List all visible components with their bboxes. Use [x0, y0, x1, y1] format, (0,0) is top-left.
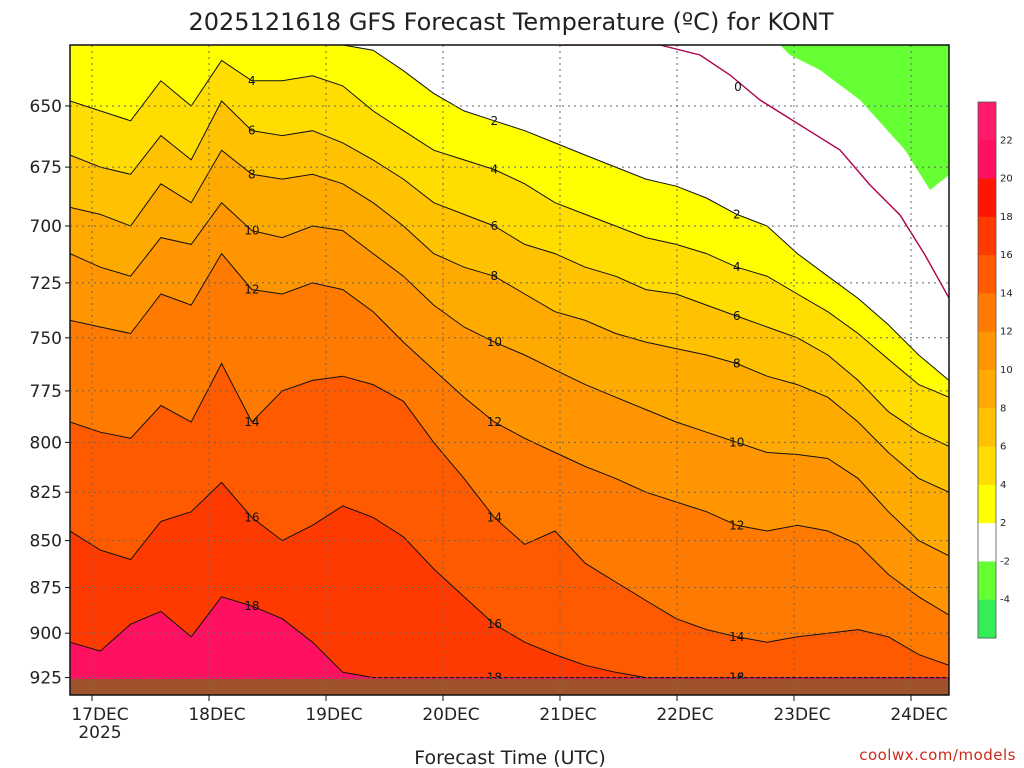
x-tick-label: 17DEC: [71, 705, 128, 725]
colorbar-swatch: [978, 370, 996, 409]
axes: 650 675 700 725 750 775 800 825 850 875 900 925 17DE…: [30, 44, 950, 743]
y-tick-label: 700: [30, 217, 62, 237]
y-tick-label: 850: [30, 532, 62, 552]
y-tick-label: 875: [30, 579, 62, 599]
isotherm-label: 2: [491, 114, 499, 128]
colorbar-label: 10: [1000, 365, 1013, 376]
ground-strip: [70, 679, 949, 695]
colorbar-label: 14: [1000, 288, 1013, 299]
colorbar-swatch: [978, 523, 996, 562]
isotherm-12: [70, 252, 949, 616]
colorbar-swatch: [978, 561, 996, 601]
y-tick-label: 675: [30, 158, 62, 178]
isotherm-label: 8: [733, 357, 741, 371]
isotherm-6: [70, 100, 949, 447]
isotherm-label: 10: [487, 335, 502, 349]
isotherm-label: 4: [491, 162, 499, 176]
colorbar-swatch: [978, 484, 996, 524]
isotherm-label: 14: [487, 511, 502, 525]
isotherm-8: [70, 149, 949, 493]
isotherm-label: 18: [244, 599, 259, 613]
isotherm-4: [70, 59, 949, 398]
plot-frame: [69, 44, 950, 696]
y-tick-label: 725: [30, 274, 62, 294]
isotherm-label: 16: [487, 617, 502, 631]
colorbar-swatch: [978, 331, 996, 371]
x-tick-label: 21DEC: [539, 705, 596, 725]
x-tick-label: 20DEC: [422, 705, 479, 725]
colorbar-label: 18: [1000, 212, 1013, 223]
colorbar-label: 20: [1000, 174, 1013, 185]
band-fill-2: [70, 45, 949, 381]
isotherm-label: 6: [248, 124, 256, 138]
isotherm-label: 14: [729, 630, 744, 644]
isotherm-14: [70, 362, 949, 666]
isotherm-label: 12: [729, 518, 744, 532]
isotherm-2: [70, 45, 949, 381]
y-tick-label: 900: [30, 624, 62, 644]
y-tick-label: 800: [30, 433, 62, 453]
colorbar-label: 8: [1000, 403, 1006, 414]
isotherm-label: 0: [734, 80, 742, 94]
colorbar-label: -2: [1000, 556, 1010, 567]
colorbar-swatch: [978, 178, 996, 218]
colorbar-label: 2: [1000, 518, 1006, 529]
x-tick-label: 18DEC: [188, 705, 245, 725]
y-tick-label: 825: [30, 483, 62, 503]
isotherm-label: 8: [248, 167, 256, 181]
y-tick-label: 775: [30, 382, 62, 402]
x-tick-label: 24DEC: [890, 705, 947, 725]
x-axis-label: Forecast Time (UTC): [414, 747, 605, 768]
isotherm-label: 4: [248, 74, 256, 88]
isotherm-label: 12: [244, 283, 259, 297]
x-year-label: 2025: [78, 723, 121, 743]
isotherm-label: 2: [733, 207, 741, 221]
y-tick-label: 750: [30, 329, 62, 349]
isotherm-label: 14: [244, 415, 259, 429]
colorbar-label: 6: [1000, 442, 1006, 453]
colorbar-swatch: [978, 446, 996, 486]
colorbar-swatch: [978, 408, 996, 448]
isotherm-0: [560, 45, 949, 299]
colorbar-swatch: [978, 293, 996, 333]
isotherm-label: 12: [487, 415, 502, 429]
contour-fill-group: 1818181616161414141212121010108886664442…: [70, 45, 949, 695]
isotherm-label: 6: [733, 309, 741, 323]
colorbar-label: 16: [1000, 250, 1013, 261]
x-tick-label: 23DEC: [773, 705, 830, 725]
chart-title: 2025121618 GFS Forecast Temperature (ºC)…: [189, 8, 834, 36]
y-tick-label: 650: [30, 97, 62, 117]
plot-area: 1818181616161414141212121010108886664442…: [70, 45, 949, 695]
credit-text: coolwx.com/models: [859, 746, 1016, 764]
isotherm-label: 6: [491, 219, 499, 233]
colorbar-label: 22: [1000, 135, 1013, 146]
x-tick-label: 19DEC: [305, 705, 362, 725]
isotherm-label: 8: [491, 269, 499, 283]
colorbar-swatch: [978, 255, 996, 294]
isotherm-10: [70, 201, 949, 557]
isotherm-label: 16: [244, 511, 259, 525]
x-tick-label: 22DEC: [656, 705, 713, 725]
y-tick-label: 925: [30, 669, 62, 689]
colorbar-label: -4: [1000, 595, 1010, 606]
colorbar-frame: [977, 101, 997, 639]
colorbar-swatch: [978, 599, 996, 639]
isotherm-label: 10: [244, 224, 259, 238]
colorbar: 22 20 18 16 14 12 10 8 6 4 2 -2 -4: [977, 101, 1013, 639]
band-fill-cold: [780, 45, 949, 190]
colorbar-swatch: [978, 216, 996, 256]
colorbar-label: 4: [1000, 480, 1006, 491]
colorbar-swatch: [978, 140, 996, 180]
colorbar-swatch: [978, 102, 996, 141]
isotherm-label: 4: [733, 260, 741, 274]
colorbar-label: 12: [1000, 327, 1013, 338]
